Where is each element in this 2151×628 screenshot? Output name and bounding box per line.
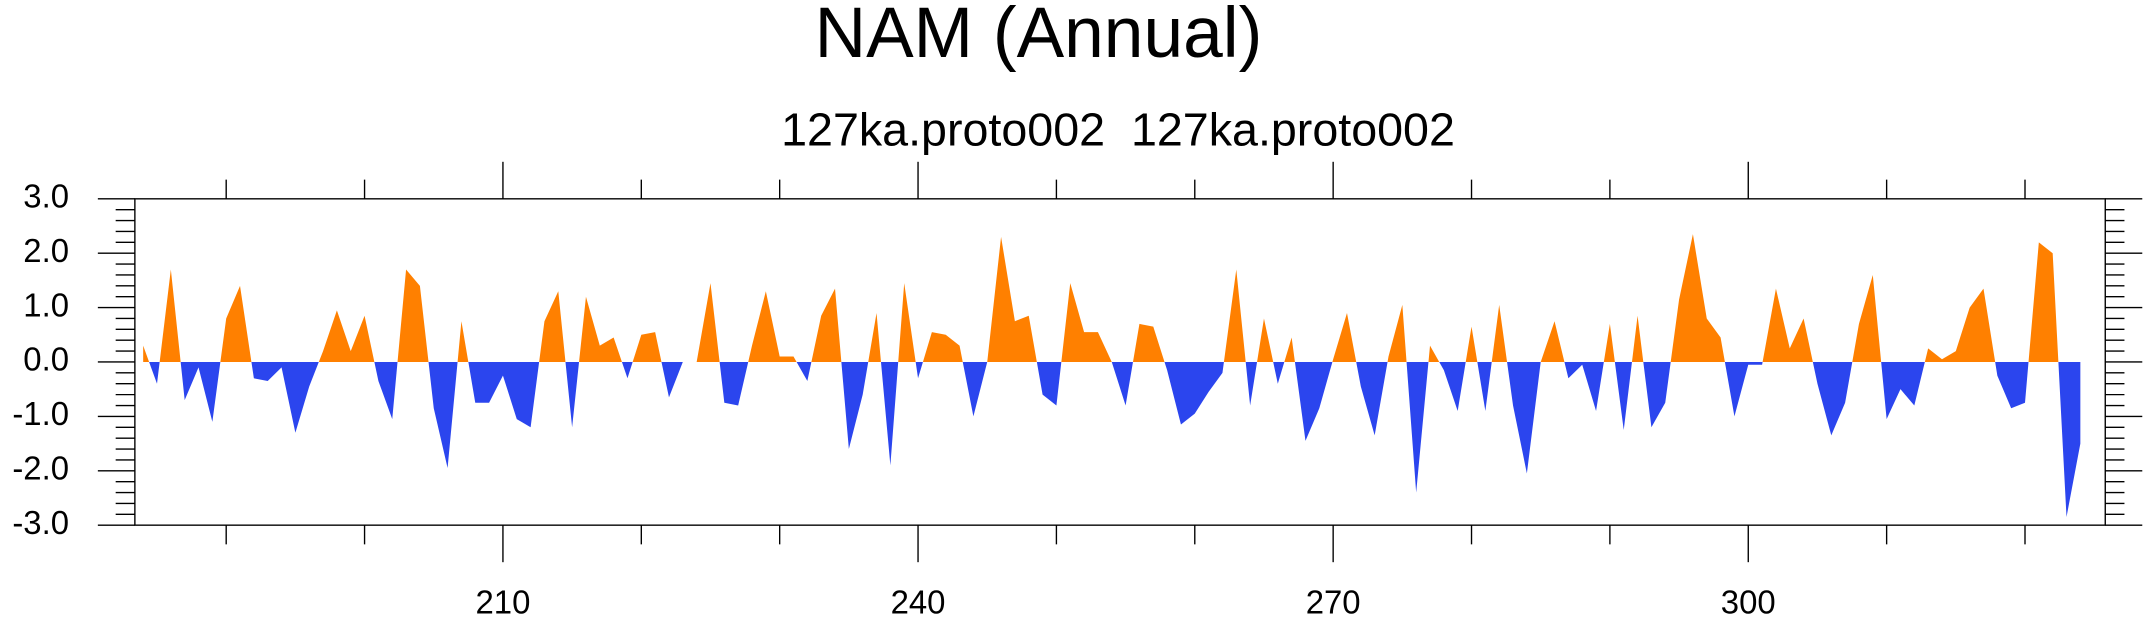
y-tick-label: -1.0 [12, 395, 69, 432]
y-tick-label: 0.0 [23, 341, 69, 378]
y-tick-label: 1.0 [23, 286, 69, 323]
y-tick-label: -3.0 [12, 504, 69, 541]
x-tick-label: 300 [1721, 583, 1776, 620]
y-tick-label: -2.0 [12, 449, 69, 486]
chart-title: NAM (Annual) [815, 0, 1263, 73]
y-tick-label: 3.0 [23, 178, 69, 215]
x-tick-label: 270 [1306, 583, 1361, 620]
y-tick-label: 2.0 [23, 232, 69, 269]
positive-area [143, 234, 2081, 362]
x-tick-label: 210 [475, 583, 530, 620]
chart-subtitle: 127ka.proto002 127ka.proto002 [781, 103, 1455, 155]
negative-area [143, 361, 2081, 518]
x-tick-label: 240 [891, 583, 946, 620]
plot-frame [134, 198, 2106, 526]
